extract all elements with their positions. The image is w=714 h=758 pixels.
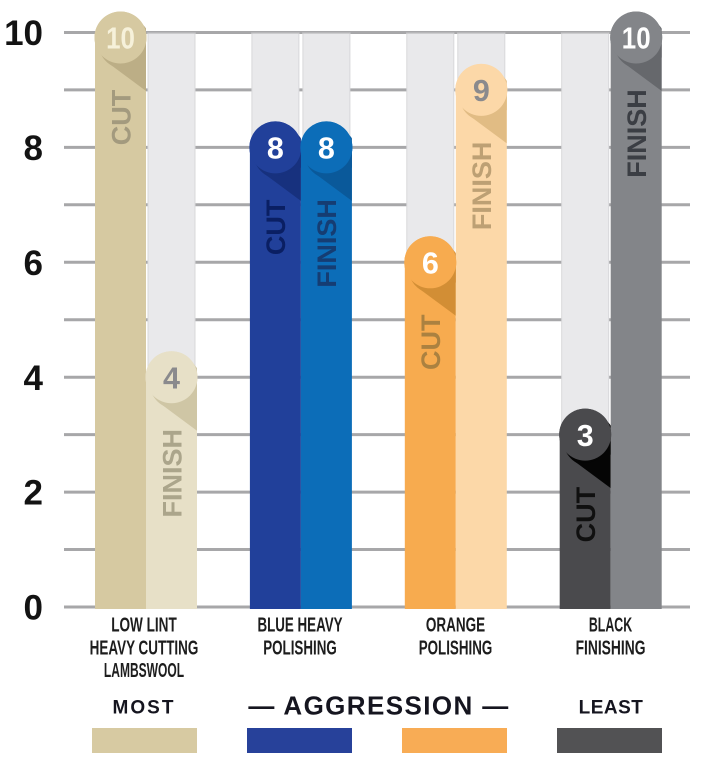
svg-text:POLISHING: POLISHING [263,635,336,659]
svg-text:ORANGE: ORANGE [426,613,485,637]
svg-text:6: 6 [422,246,439,280]
svg-text:9: 9 [473,74,490,108]
svg-text:3: 3 [577,419,594,453]
svg-text:CUT: CUT [416,314,446,370]
svg-text:8: 8 [318,132,335,166]
svg-text:FINISH: FINISH [312,199,342,288]
svg-text:CUT: CUT [261,199,291,255]
svg-text:0: 0 [24,589,43,628]
svg-text:CUT: CUT [106,89,136,145]
svg-text:8: 8 [267,132,284,166]
svg-text:FINISH: FINISH [622,89,652,178]
svg-text:FINISH: FINISH [157,429,187,518]
svg-text:FINISHING: FINISHING [576,636,646,659]
svg-text:10: 10 [622,21,651,55]
svg-text:LOW LINT: LOW LINT [111,613,177,637]
svg-text:BLUE HEAVY: BLUE HEAVY [257,613,342,637]
svg-text:2: 2 [24,474,43,513]
svg-text:BLACK: BLACK [589,614,633,637]
svg-text:LEAST: LEAST [579,698,644,719]
svg-text:10: 10 [106,21,135,55]
svg-text:POLISHING: POLISHING [419,635,492,659]
svg-text:LAMBSWOOL: LAMBSWOOL [104,659,184,682]
svg-text:FINISH: FINISH [467,142,497,231]
svg-text:4: 4 [163,361,180,395]
svg-text:— AGGRESSION —: — AGGRESSION — [248,691,509,721]
svg-text:HEAVY CUTTING: HEAVY CUTTING [90,635,199,659]
svg-text:CUT: CUT [571,486,601,542]
svg-text:6: 6 [24,244,43,283]
svg-text:8: 8 [24,129,43,168]
svg-text:10: 10 [4,14,43,53]
svg-text:MOST: MOST [113,698,176,719]
svg-text:4: 4 [24,359,44,398]
